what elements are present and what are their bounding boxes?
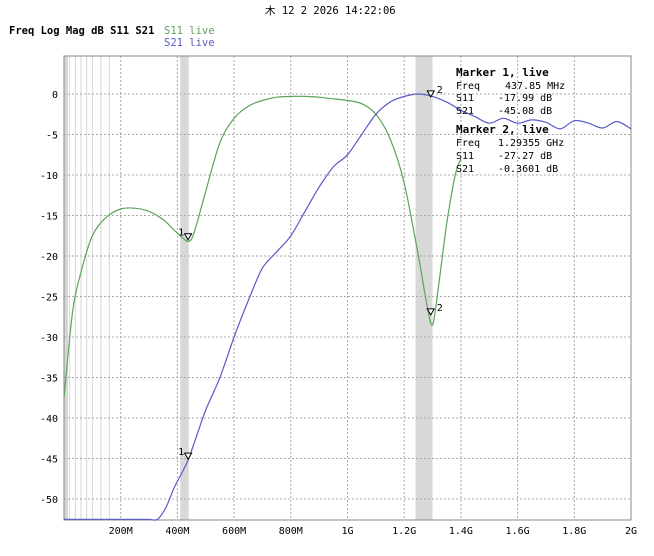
marker-label-1-s11: 1 — [178, 228, 184, 239]
x-tick-label-8: 1.8G — [562, 526, 586, 537]
edge-band — [64, 56, 68, 520]
marker1-freq: 437.85 MHz — [505, 81, 565, 92]
y-tick-label-10: -50 — [40, 495, 58, 506]
y-tick-label-2: -10 — [40, 171, 58, 182]
y-tick-label-6: -30 — [40, 333, 58, 344]
markers: 1 1 2 2 — [178, 85, 443, 459]
marker2-freq: 1.29355 GHz — [498, 138, 564, 149]
marker2-s11: -27.27 dB — [498, 151, 552, 162]
series-line-s11 — [64, 96, 461, 397]
marker2-title: Marker 2, live — [456, 123, 549, 136]
y-tick-label-0: 0 — [52, 90, 58, 101]
y-tick-label-3: -15 — [40, 212, 58, 223]
marker2-s21-label: S21 — [456, 164, 474, 175]
y-tick-label-8: -40 — [40, 414, 58, 425]
y-tick-label-1: -5 — [46, 131, 58, 142]
x-tick-label-5: 1.2G — [392, 526, 416, 537]
x-tick-label-4: 1G — [341, 526, 353, 537]
marker1-freq-label: Freq — [456, 81, 480, 92]
marker2-s11-label: S11 — [456, 151, 474, 162]
marker1-title: Marker 1, live — [456, 66, 549, 79]
y-tick-label-4: -20 — [40, 252, 58, 263]
marker2-s21: -0.3601 dB — [498, 164, 558, 175]
x-tick-label-3: 800M — [279, 526, 303, 537]
marker-label-1-s21: 1 — [178, 447, 184, 458]
x-tick-label-0: 200M — [109, 526, 133, 537]
y-tick-label-9: -45 — [40, 455, 58, 466]
marker1-s11: -17.99 dB — [498, 93, 552, 104]
x-tick-label-1: 400M — [165, 526, 189, 537]
marker1-s21-label: S21 — [456, 106, 474, 117]
marker-bands — [64, 56, 433, 520]
x-tick-label-6: 1.4G — [449, 526, 473, 537]
marker-label-2-s21: 2 — [437, 85, 443, 96]
x-tick-label-7: 1.6G — [506, 526, 530, 537]
y-tick-label-7: -35 — [40, 374, 58, 385]
marker-label-2-s11: 2 — [437, 303, 443, 314]
marker1-s11-label: S11 — [456, 93, 474, 104]
marker2-freq-label: Freq — [456, 138, 480, 149]
x-tick-label-9: 2G — [625, 526, 637, 537]
y-tick-label-5: -25 — [40, 293, 58, 304]
x-tick-label-2: 600M — [222, 526, 246, 537]
marker1-s21: -45.08 dB — [498, 106, 552, 117]
